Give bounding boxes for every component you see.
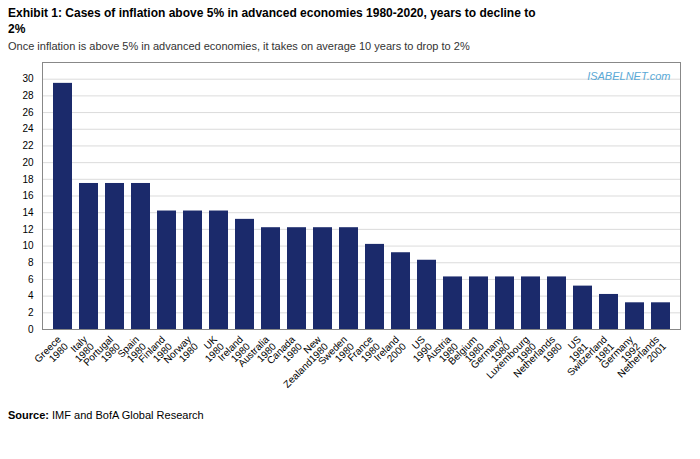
svg-text:Greece1980: Greece1980 [32, 334, 70, 372]
svg-text:Netherlands1980: Netherlands1980 [511, 334, 564, 387]
svg-text:2: 2 [28, 307, 34, 318]
svg-text:18: 18 [22, 174, 34, 185]
svg-text:22: 22 [22, 140, 34, 151]
svg-text:8: 8 [28, 257, 34, 268]
svg-text:Norway1980: Norway1980 [161, 334, 200, 373]
svg-text:30: 30 [22, 74, 34, 85]
svg-text:12: 12 [22, 224, 34, 235]
svg-text:Netherlands2001: Netherlands2001 [615, 334, 668, 387]
svg-text:20: 20 [22, 157, 34, 168]
svg-text:16: 16 [22, 190, 34, 201]
svg-text:26: 26 [22, 107, 34, 118]
svg-text:ISABELNET.com: ISABELNET.com [587, 70, 670, 82]
svg-text:0: 0 [28, 324, 34, 335]
svg-text:14: 14 [22, 207, 34, 218]
svg-text:10: 10 [22, 240, 34, 251]
svg-text:Ireland2000: Ireland2000 [372, 334, 409, 371]
svg-text:24: 24 [22, 124, 34, 135]
svg-text:6: 6 [28, 274, 34, 285]
svg-text:4: 4 [28, 291, 34, 302]
svg-text:28: 28 [22, 90, 34, 101]
